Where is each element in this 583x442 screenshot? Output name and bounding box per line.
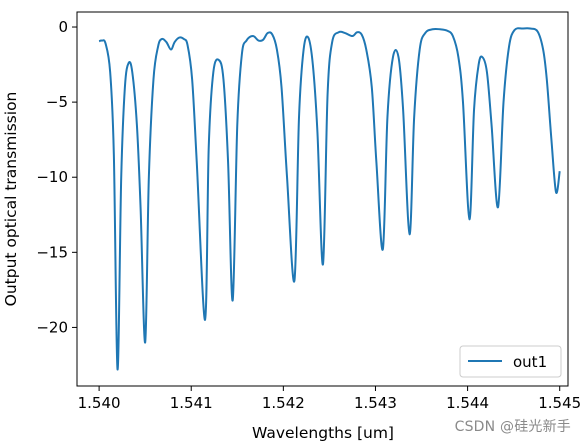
series-line-out1 [98,27,561,371]
y-tick-label: −5 [46,93,68,111]
y-tick-label: −20 [36,318,68,336]
plot-frame [76,11,569,387]
plot-area [98,27,561,371]
y-tick-label: 0 [58,18,68,36]
x-axis: 1.540 1.541 1.542 1.543 1.544 1.545 [78,386,581,412]
y-tick-label: −15 [36,243,68,261]
legend-box [459,345,562,378]
x-tick-label: 1.542 [262,394,305,412]
legend: out1 [459,345,562,378]
watermark: CSDN @硅光新手 [454,419,571,435]
y-axis: 0 −5 −10 −15 −20 [36,18,77,336]
x-axis-label: Wavelengths [um] [252,424,394,442]
x-tick-label: 1.545 [538,394,581,412]
y-axis-label: Output optical transmission [2,92,20,307]
x-tick-label: 1.540 [78,394,121,412]
x-tick-label: 1.541 [170,394,213,412]
x-tick-label: 1.543 [354,394,397,412]
y-tick-label: −10 [36,168,68,186]
x-tick-label: 1.544 [446,394,489,412]
legend-label-out1: out1 [513,353,547,371]
